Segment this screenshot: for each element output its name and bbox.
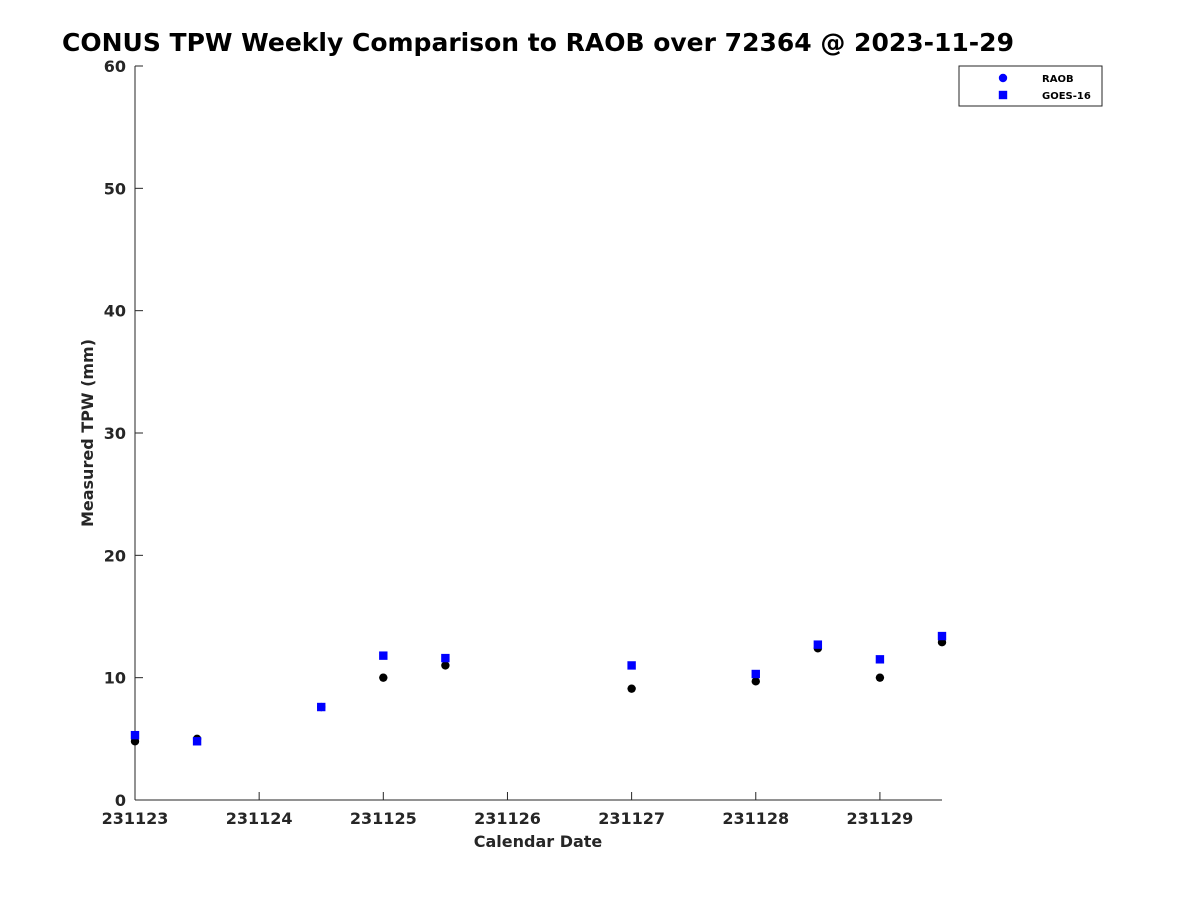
legend-box — [958, 65, 1103, 107]
goes-16-point — [130, 730, 140, 740]
goes-16-point — [192, 737, 202, 746]
series-raob — [130, 637, 947, 746]
raob-point — [379, 673, 388, 682]
legend-entry-label: GOES-16 — [1042, 91, 1091, 102]
x-tick-label: 231126 — [474, 809, 541, 828]
y-tick-label: 20 — [104, 546, 126, 565]
y-tick-label: 60 — [104, 57, 126, 76]
raob-point — [751, 677, 760, 686]
goes-16-point — [937, 631, 947, 641]
series-layer — [130, 631, 947, 746]
y-tick-label: 0 — [115, 791, 126, 810]
legend-entry-label: RAOB — [1042, 74, 1074, 85]
x-tick-label: 231124 — [226, 809, 293, 828]
goes-16-point — [379, 651, 388, 660]
y-tick-label: 10 — [104, 669, 126, 688]
x-tick-label: 231129 — [847, 809, 914, 828]
x-tick-label: 231127 — [598, 809, 665, 828]
chart-title: CONUS TPW Weekly Comparison to RAOB over… — [62, 28, 1014, 57]
x-tick-label: 231128 — [722, 809, 789, 828]
goes-16-point — [441, 653, 450, 663]
raob-point — [441, 661, 450, 670]
goes-16-point — [751, 669, 760, 679]
y-tick-label: 30 — [104, 424, 126, 443]
legend-marker — [998, 90, 1008, 100]
y-tick-label: 50 — [104, 179, 126, 198]
goes-16-point — [813, 640, 823, 649]
goes-16-point — [875, 655, 885, 664]
legend-marker — [998, 73, 1008, 83]
legend: RAOB GOES-16 — [958, 65, 1103, 107]
y-axis-label: Measured TPW (mm) — [78, 339, 97, 527]
goes-16-point — [627, 661, 636, 670]
y-tick-label: 40 — [104, 302, 126, 321]
y-ticks: 0 10 20 30 40 50 60 — [104, 57, 143, 810]
x-tick-label: 231125 — [350, 809, 417, 828]
series-goes-16 — [130, 631, 947, 746]
axes: 231123 231124 231125 231126 231127 231128 2311… — [102, 57, 942, 828]
x-axis-label: Calendar Date — [474, 832, 603, 851]
x-tick-label: 231123 — [102, 809, 169, 828]
raob-point — [875, 673, 885, 682]
raob-point — [627, 684, 636, 693]
x-ticks: 231123 231124 231125 231126 231127 231128 2311… — [102, 792, 914, 828]
goes-16-point — [317, 702, 326, 712]
